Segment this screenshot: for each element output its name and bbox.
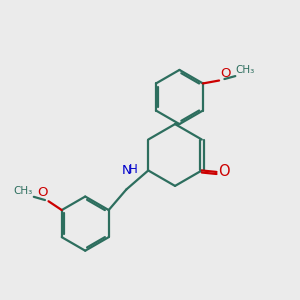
Text: CH₃: CH₃: [14, 186, 33, 196]
Text: N: N: [122, 164, 132, 177]
Text: O: O: [220, 67, 230, 80]
Text: O: O: [37, 187, 48, 200]
Text: H: H: [128, 163, 137, 176]
Text: O: O: [218, 164, 230, 179]
Text: CH₃: CH₃: [235, 65, 254, 75]
